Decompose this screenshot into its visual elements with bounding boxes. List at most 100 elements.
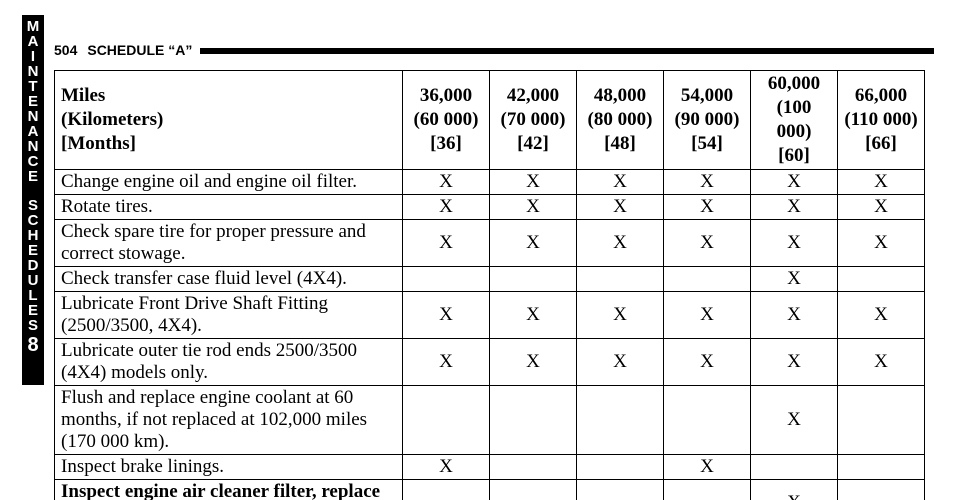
header-col-0: 36,000 (60 000) [36] (403, 71, 490, 170)
col-months: [48] (583, 132, 657, 156)
header-label-km: (Kilometers) (61, 108, 396, 132)
col-km: (90 000) (670, 108, 744, 132)
col-miles: 66,000 (844, 84, 918, 108)
row-mark: X (838, 170, 925, 195)
col-miles: 60,000 (757, 72, 831, 96)
row-mark (751, 455, 838, 480)
row-mark: X (577, 170, 664, 195)
table-row: Lubricate outer tie rod ends 2500/3500 (… (55, 339, 925, 386)
side-tab-letter: E (22, 243, 44, 258)
row-mark: X (751, 292, 838, 339)
row-mark (490, 386, 577, 455)
row-mark (838, 267, 925, 292)
header-col-3: 54,000 (90 000) [54] (664, 71, 751, 170)
row-mark (838, 455, 925, 480)
header-label-months: [Months] (61, 132, 396, 156)
col-months: [42] (496, 132, 570, 156)
side-tab-letter: E (22, 303, 44, 318)
side-tab-letter: N (22, 109, 44, 124)
table-row: Flush and replace engine coolant at 60 m… (55, 386, 925, 455)
page-header: 504 SCHEDULE “A” (54, 40, 934, 60)
row-mark: X (751, 339, 838, 386)
row-description: Flush and replace engine coolant at 60 m… (55, 386, 403, 455)
row-mark: X (664, 455, 751, 480)
col-km: (70 000) (496, 108, 570, 132)
header-labels-cell: Miles (Kilometers) [Months] (55, 71, 403, 170)
side-tab-letter: E (22, 94, 44, 109)
row-mark (664, 267, 751, 292)
table-row: Change engine oil and engine oil filter.… (55, 170, 925, 195)
col-miles: 54,000 (670, 84, 744, 108)
row-mark: X (751, 195, 838, 220)
table-header-row: Miles (Kilometers) [Months] 36,000 (60 0… (55, 71, 925, 170)
col-months: [54] (670, 132, 744, 156)
side-tab-letter: S (22, 198, 44, 213)
row-description: Lubricate Front Drive Shaft Fitting (250… (55, 292, 403, 339)
side-tab-gap (22, 184, 44, 198)
row-mark: X (751, 386, 838, 455)
maintenance-table-wrap: Miles (Kilometers) [Months] 36,000 (60 0… (54, 70, 924, 500)
row-mark: X (751, 220, 838, 267)
col-months: [60] (757, 144, 831, 168)
row-mark: X (838, 339, 925, 386)
side-tab-letter: N (22, 139, 44, 154)
row-mark (577, 386, 664, 455)
row-mark: X (664, 220, 751, 267)
side-tab-word-maintenance: MAINTENANCE (22, 15, 44, 184)
side-tab-letter: A (22, 34, 44, 49)
col-miles: 48,000 (583, 84, 657, 108)
row-mark: X (577, 339, 664, 386)
row-mark (577, 455, 664, 480)
side-tab-letter: N (22, 64, 44, 79)
side-tab-letter: U (22, 273, 44, 288)
col-miles: 42,000 (496, 84, 570, 108)
col-km: (80 000) (583, 108, 657, 132)
row-mark (838, 386, 925, 455)
row-mark (577, 480, 664, 500)
row-description: Rotate tires. (55, 195, 403, 220)
side-tab-word-schedules: SCHEDULES (22, 198, 44, 333)
page-number: 504 (54, 42, 77, 58)
row-mark: X (490, 195, 577, 220)
header-col-1: 42,000 (70 000) [42] (490, 71, 577, 170)
row-mark (490, 267, 577, 292)
table-row: Inspect brake linings.XX (55, 455, 925, 480)
row-mark: X (403, 292, 490, 339)
row-mark: X (664, 170, 751, 195)
row-description: Inspect brake linings. (55, 455, 403, 480)
side-tab-letter: S (22, 318, 44, 333)
row-mark: X (751, 480, 838, 500)
row-mark: X (490, 339, 577, 386)
row-description: Check transfer case fluid level (4X4). (55, 267, 403, 292)
row-mark (403, 480, 490, 500)
side-tab-letter: D (22, 258, 44, 273)
table-row: Rotate tires.XXXXXX (55, 195, 925, 220)
col-months: [36] (409, 132, 483, 156)
row-mark (490, 455, 577, 480)
schedule-title: SCHEDULE “A” (87, 42, 192, 58)
row-mark (403, 386, 490, 455)
row-mark: X (664, 292, 751, 339)
row-mark: X (664, 339, 751, 386)
col-km: (110 000) (844, 108, 918, 132)
side-tab-section-number: 8 (22, 333, 44, 355)
maintenance-table: Miles (Kilometers) [Months] 36,000 (60 0… (54, 70, 925, 500)
side-tab: MAINTENANCE SCHEDULES 8 (22, 15, 44, 385)
row-mark (403, 267, 490, 292)
row-mark: X (490, 292, 577, 339)
row-mark: X (577, 292, 664, 339)
side-tab-letter: I (22, 49, 44, 64)
row-mark: X (403, 170, 490, 195)
row-mark: X (403, 220, 490, 267)
row-mark: X (838, 195, 925, 220)
row-mark: X (577, 220, 664, 267)
row-mark: X (838, 292, 925, 339)
col-miles: 36,000 (409, 84, 483, 108)
row-mark: X (490, 220, 577, 267)
row-mark (838, 480, 925, 500)
row-mark: X (664, 195, 751, 220)
side-tab-letter: A (22, 124, 44, 139)
table-row: Check transfer case fluid level (4X4).X (55, 267, 925, 292)
row-description: Check spare tire for proper pressure and… (55, 220, 403, 267)
header-rule (200, 48, 934, 54)
